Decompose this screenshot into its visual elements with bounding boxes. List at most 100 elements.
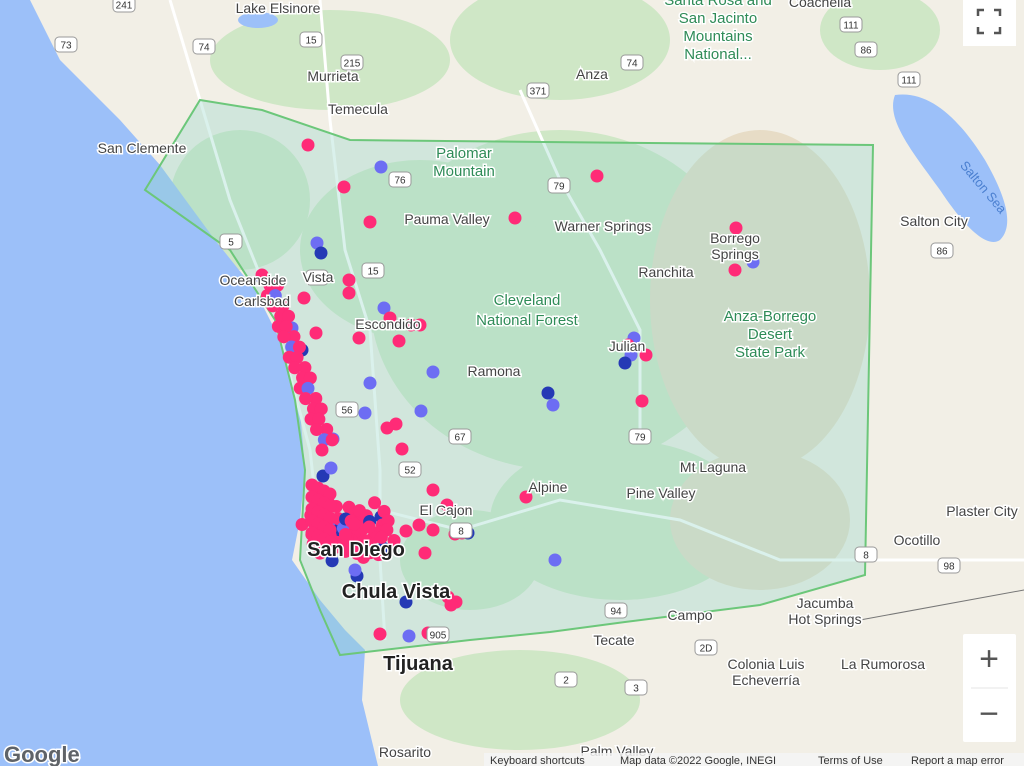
marker[interactable]	[337, 180, 351, 194]
marker[interactable]	[295, 517, 309, 531]
marker[interactable]	[310, 423, 324, 437]
fullscreen-button[interactable]	[963, 0, 1016, 46]
marker[interactable]	[266, 299, 280, 313]
desert	[650, 130, 870, 590]
marker[interactable]	[621, 338, 635, 352]
marker[interactable]	[413, 318, 427, 332]
marker[interactable]	[363, 376, 377, 390]
marker[interactable]	[277, 330, 291, 344]
marker[interactable]	[519, 490, 533, 504]
marker[interactable]	[414, 404, 428, 418]
marker[interactable]	[310, 236, 324, 250]
marker[interactable]	[288, 361, 302, 375]
marker[interactable]	[314, 246, 328, 260]
marker[interactable]	[301, 138, 315, 152]
marker[interactable]	[368, 496, 382, 510]
fullscreen-bg[interactable]	[963, 0, 1016, 46]
marker[interactable]	[387, 533, 401, 547]
marker[interactable]	[268, 289, 282, 303]
zoom-in[interactable]: +	[979, 640, 999, 678]
marker[interactable]	[383, 311, 397, 325]
marker[interactable]	[395, 442, 409, 456]
marker[interactable]	[590, 169, 604, 183]
marker[interactable]	[377, 301, 391, 315]
marker[interactable]	[325, 554, 339, 568]
marker[interactable]	[315, 443, 329, 457]
marker[interactable]	[299, 392, 313, 406]
fullscreen-icon[interactable]	[976, 8, 1002, 35]
marker[interactable]	[255, 268, 269, 282]
marker[interactable]	[312, 412, 326, 426]
marker[interactable]	[418, 546, 432, 560]
marker[interactable]	[303, 371, 317, 385]
marker[interactable]	[363, 215, 377, 229]
marker[interactable]	[356, 550, 370, 564]
marker[interactable]	[635, 394, 649, 408]
marker[interactable]	[440, 498, 454, 512]
marker[interactable]	[729, 221, 743, 235]
marker[interactable]	[342, 273, 356, 287]
marker[interactable]	[276, 299, 290, 313]
marker[interactable]	[279, 320, 293, 334]
marker[interactable]	[404, 318, 418, 332]
marker[interactable]	[325, 433, 339, 447]
marker[interactable]	[362, 520, 376, 534]
place-label: Pauma Valley	[404, 211, 489, 227]
marker[interactable]	[342, 286, 356, 300]
marker[interactable]	[324, 461, 338, 475]
footer-link[interactable]: Report a map error	[911, 755, 1004, 766]
marker[interactable]	[313, 546, 327, 560]
marker[interactable]	[546, 398, 560, 412]
marker[interactable]	[352, 331, 366, 345]
marker[interactable]	[746, 255, 760, 269]
marker[interactable]	[508, 211, 522, 225]
marker[interactable]	[373, 627, 387, 641]
marker[interactable]	[412, 518, 426, 532]
road-shield	[547, 177, 571, 194]
zoom-out[interactable]: −	[979, 695, 999, 733]
marker[interactable]	[290, 350, 304, 364]
marker[interactable]	[338, 527, 352, 541]
marker[interactable]	[392, 334, 406, 348]
major-place-label: Chula Vista	[342, 581, 451, 603]
marker[interactable]	[426, 483, 440, 497]
marker[interactable]	[314, 402, 328, 416]
marker[interactable]	[358, 406, 372, 420]
marker[interactable]	[374, 160, 388, 174]
marker[interactable]	[548, 553, 562, 567]
marker[interactable]	[309, 391, 323, 405]
marker[interactable]	[309, 326, 323, 340]
footer-link[interactable]: Keyboard shortcuts	[490, 755, 585, 766]
marker[interactable]	[298, 361, 312, 375]
marker[interactable]	[728, 263, 742, 277]
marker[interactable]	[301, 381, 315, 395]
marker[interactable]	[541, 386, 555, 400]
place-label: Campo	[667, 607, 712, 623]
marker[interactable]	[287, 330, 301, 344]
marker[interactable]	[271, 278, 285, 292]
marker[interactable]	[342, 500, 356, 514]
marker[interactable]	[426, 365, 440, 379]
marker[interactable]	[320, 422, 334, 436]
marker[interactable]	[316, 469, 330, 483]
marker[interactable]	[297, 291, 311, 305]
marker[interactable]	[374, 530, 388, 544]
marker[interactable]	[372, 548, 386, 562]
marker[interactable]	[444, 598, 458, 612]
marker[interactable]	[618, 356, 632, 370]
marker[interactable]	[380, 421, 394, 435]
marker[interactable]	[426, 523, 440, 537]
marker[interactable]	[323, 535, 337, 549]
marker[interactable]	[347, 517, 361, 531]
marker[interactable]	[348, 563, 362, 577]
footer-link[interactable]: Terms of Use	[818, 755, 883, 766]
marker[interactable]	[282, 309, 296, 323]
marker[interactable]	[399, 524, 413, 538]
marker[interactable]	[292, 340, 306, 354]
google-logo[interactable]: Google	[3, 741, 82, 766]
marker[interactable]	[639, 348, 653, 362]
place-label: Rosarito	[379, 744, 431, 760]
marker[interactable]	[399, 595, 413, 609]
marker[interactable]	[402, 629, 416, 643]
